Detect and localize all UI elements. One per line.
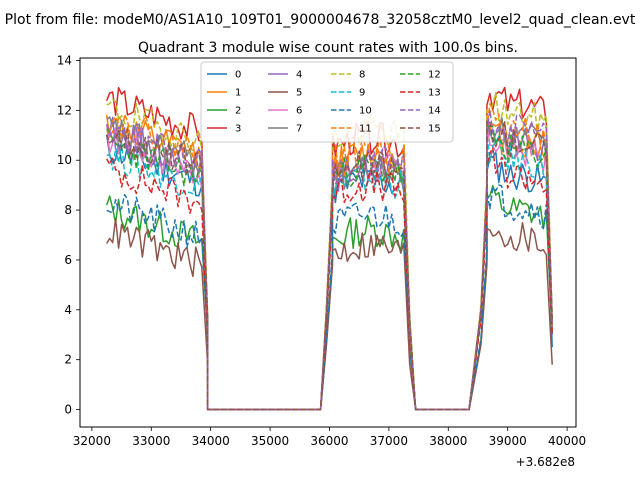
figure-suptitle: Plot from file: modeM0/AS1A10_109T01_900…	[5, 12, 636, 28]
axes-frame	[79, 57, 577, 428]
legend-label-4: 4	[296, 70, 302, 81]
x-axis: 32000 33000 34000 35000 36000 37000 38000 39000…	[73, 427, 586, 448]
x-tick-label: 38000	[429, 434, 467, 448]
legend-frame	[200, 61, 454, 143]
legend-label-1: 1	[235, 88, 241, 99]
x-tick-label: 32000	[73, 434, 111, 448]
y-axis: 0 2 4 6 8 10 12 14	[57, 53, 80, 417]
legend-label-12: 12	[428, 70, 441, 81]
legend-label-8: 8	[359, 70, 365, 81]
y-tick-label: 10	[57, 153, 72, 167]
legend-label-0: 0	[235, 70, 241, 81]
x-tick-label: 34000	[192, 434, 230, 448]
legend-label-14: 14	[428, 106, 441, 117]
y-tick-label: 14	[57, 53, 72, 67]
legend-label-10: 10	[359, 106, 372, 117]
legend-label-2: 2	[235, 106, 241, 117]
y-tick-label: 0	[64, 403, 72, 417]
y-tick-label: 12	[57, 103, 72, 117]
series-line-5	[106, 217, 553, 411]
series-line-13	[106, 147, 553, 411]
y-tick-label: 4	[64, 303, 72, 317]
legend-label-5: 5	[296, 88, 302, 99]
x-tick-label: 40000	[548, 434, 586, 448]
legend-label-11: 11	[359, 124, 372, 135]
series-line-3	[106, 86, 553, 411]
legend-label-3: 3	[235, 124, 241, 135]
series-line-12	[106, 125, 553, 411]
y-tick-label: 6	[64, 253, 72, 267]
legend-label-13: 13	[428, 88, 441, 99]
x-tick-label: 33000	[132, 434, 170, 448]
x-tick-label: 35000	[251, 434, 289, 448]
series-line-10	[106, 184, 553, 411]
x-tick-label: 37000	[370, 434, 408, 448]
legend-label-7: 7	[296, 124, 302, 135]
x-tick-label: 36000	[310, 434, 348, 448]
y-tick-label: 8	[64, 203, 72, 217]
legend-label-9: 9	[359, 88, 365, 99]
legend-label-6: 6	[296, 106, 302, 117]
legend-label-15: 15	[428, 124, 441, 135]
series-line-15	[105, 120, 553, 411]
x-offset-label: +3.682e8	[516, 455, 575, 469]
axes-title: Quadrant 3 module wise count rates with …	[138, 40, 518, 56]
series-line-2	[105, 184, 553, 411]
x-tick-label: 39000	[489, 434, 527, 448]
y-tick-label: 2	[64, 353, 72, 367]
